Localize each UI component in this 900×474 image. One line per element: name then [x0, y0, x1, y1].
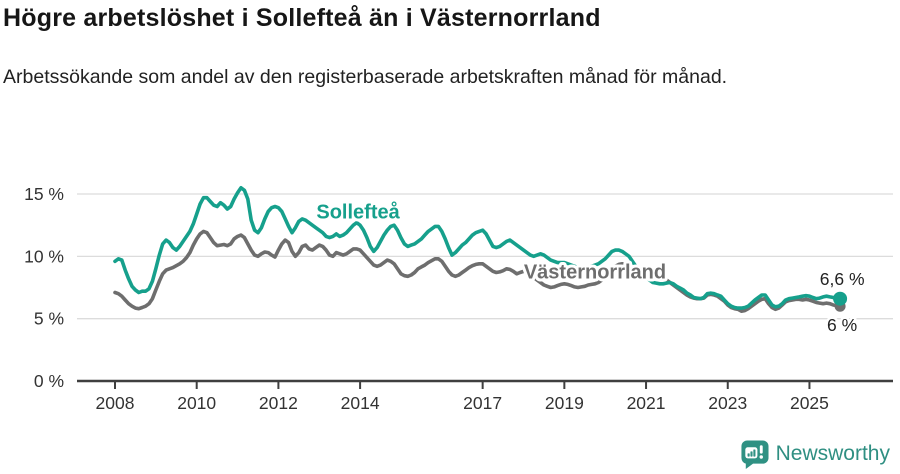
newsworthy-logo-icon — [741, 440, 769, 469]
x-axis-tick-label: 2021 — [627, 393, 666, 413]
x-axis-tick-label: 2025 — [790, 393, 829, 413]
brand-name: Newsworthy — [775, 442, 890, 465]
series-label-sollefteå: Sollefteå — [316, 200, 400, 223]
y-axis-tick-label: 0 % — [34, 371, 64, 391]
brand-footer: Newsworthy — [740, 439, 890, 469]
series-label-västernorrland: Västernorrland — [524, 261, 666, 283]
y-axis-tick-label: 10 % — [24, 246, 64, 266]
x-axis-tick-label: 2014 — [341, 393, 380, 413]
x-axis-tick-label: 2008 — [96, 393, 135, 413]
chart-title: Högre arbetslöshet i Sollefteå än i Väst… — [3, 4, 601, 32]
end-value-label-västernorrland: 6 % — [827, 315, 857, 335]
y-axis-tick-label: 15 % — [24, 184, 64, 204]
x-axis-tick-label: 2019 — [545, 393, 584, 413]
series-end-dot-sollefteå — [833, 291, 848, 306]
end-value-label-sollefteå: 6,6 % — [820, 269, 865, 289]
x-axis-tick-label: 2012 — [259, 393, 298, 413]
chart-subtitle: Arbetssökande som andel av den registerb… — [3, 66, 728, 88]
y-axis-tick-label: 5 % — [34, 309, 64, 329]
x-axis-tick-label: 2010 — [177, 393, 216, 413]
x-axis-tick-label: 2023 — [708, 393, 747, 413]
series-line-sollefteå — [113, 186, 842, 310]
x-axis-tick-label: 2017 — [463, 393, 502, 413]
series-line-västernorrland — [113, 229, 842, 313]
